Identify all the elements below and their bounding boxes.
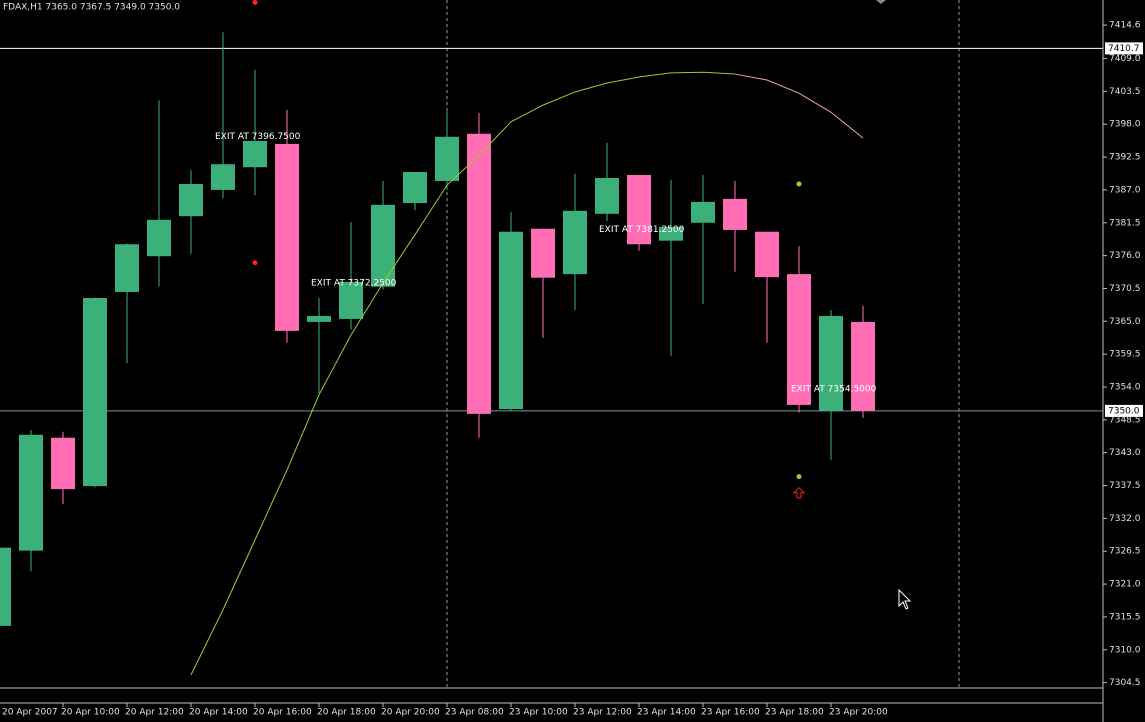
price-level-label: 7350.0 — [1108, 406, 1140, 416]
y-tick-label: 7398.0 — [1109, 120, 1141, 130]
dot-marker — [252, 260, 258, 266]
arrow-marker — [792, 487, 806, 499]
price-level-box — [1105, 42, 1143, 55]
y-tick-label: 7365.0 — [1109, 317, 1141, 327]
x-tick-label: 20 Apr 16:00 — [253, 708, 312, 718]
candle-body — [243, 140, 267, 168]
price-level-label: 7410.7 — [1108, 44, 1140, 54]
y-tick-label: 7409.0 — [1109, 54, 1141, 64]
exit-annotation: EXIT AT 7396.7500 — [215, 132, 301, 142]
y-tick-label: 7348.5 — [1109, 415, 1141, 425]
candle-body — [531, 228, 555, 278]
price-level-box — [1105, 404, 1143, 417]
y-tick-label: 7403.5 — [1109, 87, 1141, 97]
y-tick-label: 7315.5 — [1109, 612, 1141, 622]
x-tick-label: 20 Apr 10:00 — [61, 708, 120, 718]
x-tick-label: 20 Apr 2007 — [2, 708, 58, 718]
candle-body — [115, 244, 139, 293]
y-tick-label: 7321.0 — [1109, 580, 1141, 590]
y-tick-label: 7381.5 — [1109, 218, 1141, 228]
candle-body — [819, 315, 843, 411]
candle-body — [211, 164, 235, 190]
x-tick-label: 23 Apr 20:00 — [829, 708, 888, 718]
candle-body — [147, 219, 171, 257]
y-tick-label: 7414.6 — [1109, 21, 1141, 31]
x-tick-label: 23 Apr 10:00 — [509, 708, 568, 718]
candle-body — [19, 434, 43, 551]
candle-body — [563, 210, 587, 275]
y-tick-label: 7343.0 — [1109, 448, 1141, 458]
x-tick-label: 23 Apr 08:00 — [445, 708, 504, 718]
exit-annotation: EXIT AT 7381.2500 — [599, 225, 685, 235]
plot-area: EXIT AT 7396.7500 EXIT AT 7372.2500 EXIT A… — [0, 0, 1103, 688]
y-tick-label: 7359.5 — [1109, 350, 1141, 360]
indicator-line — [734, 73, 864, 139]
x-tick-label: 23 Apr 18:00 — [765, 708, 824, 718]
candle-body — [51, 437, 75, 490]
candle-body — [659, 226, 683, 241]
y-tick-label: 7370.5 — [1109, 284, 1141, 294]
candle-body — [755, 231, 779, 278]
x-tick-label: 23 Apr 14:00 — [637, 708, 696, 718]
mouse-cursor — [898, 588, 912, 610]
y-tick-label: 7304.5 — [1109, 678, 1141, 688]
candle-body — [371, 204, 395, 287]
candle-body — [723, 198, 747, 230]
y-tick-label: 7310.0 — [1109, 645, 1141, 655]
x-tick-label: 20 Apr 14:00 — [189, 708, 248, 718]
candle-body — [467, 133, 491, 414]
candle-body — [179, 183, 203, 217]
candle-body — [83, 298, 107, 487]
y-tick-label: 7392.5 — [1109, 153, 1141, 163]
candle-body — [403, 172, 427, 204]
y-tick-label: 7354.0 — [1109, 383, 1141, 393]
exit-annotation: EXIT AT 7354.5000 — [791, 385, 877, 395]
candle-body — [339, 281, 363, 319]
x-tick-label: 23 Apr 12:00 — [573, 708, 632, 718]
y-tick-label: 7337.5 — [1109, 481, 1141, 491]
candle-body — [435, 136, 459, 181]
chart-title: FDAX,H1 7365.0 7367.5 7349.0 7350.0 — [3, 3, 180, 13]
y-tick-label: 7326.5 — [1109, 547, 1141, 557]
candle-body — [595, 177, 619, 214]
candle-body — [499, 231, 523, 410]
candle-body — [307, 315, 331, 322]
y-tick-label: 7376.0 — [1109, 251, 1141, 261]
x-tick-label: 23 Apr 16:00 — [701, 708, 760, 718]
candle-body — [0, 547, 11, 626]
candle-body — [787, 274, 811, 405]
candle-body — [275, 143, 299, 331]
scroll-marker — [876, 0, 886, 4]
exit-annotation: EXIT AT 7372.2500 — [311, 279, 397, 289]
dot-marker — [796, 181, 802, 187]
dot-marker — [252, 0, 258, 5]
dot-marker — [796, 474, 802, 480]
y-tick-label: 7332.0 — [1109, 514, 1141, 524]
candle-body — [691, 201, 715, 223]
y-tick-label: 7387.0 — [1109, 185, 1141, 195]
x-tick-label: 20 Apr 20:00 — [381, 708, 440, 718]
candle-body — [851, 321, 875, 411]
candle-body — [627, 174, 651, 245]
x-tick-label: 20 Apr 12:00 — [125, 708, 184, 718]
indicator-line — [190, 71, 736, 676]
x-tick-label: 20 Apr 18:00 — [317, 708, 376, 718]
